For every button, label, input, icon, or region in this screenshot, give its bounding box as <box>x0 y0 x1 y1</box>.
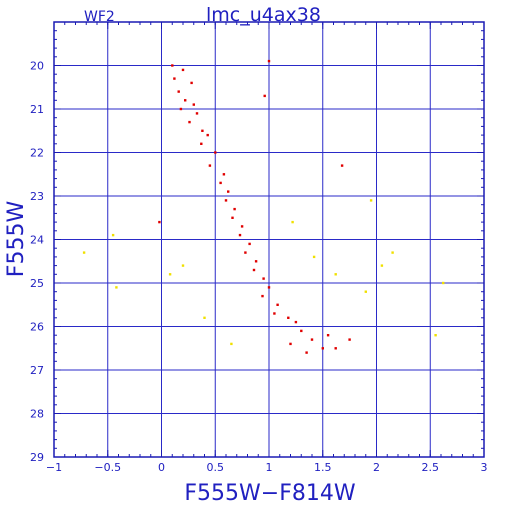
data-point-red <box>244 251 247 254</box>
data-point-yellow <box>391 251 394 254</box>
data-point-yellow <box>168 273 172 276</box>
y-tick-label: 21 <box>30 103 44 116</box>
data-point-red <box>305 351 308 354</box>
x-tick-label: −1 <box>46 461 62 474</box>
data-point-red <box>192 103 195 106</box>
data-point-red <box>158 220 161 224</box>
data-point-yellow <box>111 233 115 237</box>
data-point-yellow <box>203 316 206 319</box>
data-point-red <box>310 338 314 341</box>
y-tick-label: 22 <box>30 147 44 160</box>
y-tick-label: 25 <box>30 277 44 290</box>
x-tick-label: 3 <box>481 461 488 474</box>
x-tick-label: 2.5 <box>422 461 440 474</box>
data-point-red <box>340 164 344 167</box>
data-point-red <box>289 342 292 346</box>
data-point-red <box>248 242 251 246</box>
data-point-red <box>262 277 265 280</box>
data-point-red <box>252 268 256 272</box>
data-point-red <box>177 90 180 93</box>
data-point-red <box>231 216 234 219</box>
data-point-red <box>219 181 222 185</box>
y-tick-label: 24 <box>30 234 44 247</box>
y-tick-label: 26 <box>30 321 44 334</box>
data-point-red <box>263 94 266 98</box>
data-point-red <box>348 338 351 341</box>
data-point-red <box>171 64 174 67</box>
data-point-red <box>188 120 191 124</box>
x-tick-label: 0 <box>158 461 165 474</box>
data-point-yellow <box>230 342 233 346</box>
y-axis-title: F555W <box>4 201 29 278</box>
data-point-yellow <box>364 290 367 293</box>
data-point-red <box>173 77 176 80</box>
grid-lines <box>54 22 484 457</box>
x-axis-title: F555W−F814W <box>184 481 355 506</box>
data-point-red <box>206 133 209 137</box>
data-point-red <box>261 294 264 298</box>
data-point-yellow <box>334 273 337 276</box>
x-tick-label: 0.5 <box>207 461 225 474</box>
data-point-red <box>326 334 330 337</box>
data-point-yellow <box>181 264 185 267</box>
y-tick-label: 20 <box>30 60 44 73</box>
data-point-yellow <box>115 286 118 289</box>
data-point-red <box>267 286 271 289</box>
data-point-red <box>334 347 337 350</box>
x-tick-labels: −1 −0.5 0 0.5 1 1.5 2 2.5 3 <box>46 461 488 474</box>
data-point-red <box>238 233 242 237</box>
data-point-red <box>208 164 212 167</box>
data-point-red <box>227 190 230 193</box>
data-point-red <box>276 303 279 306</box>
y-tick-label: 28 <box>30 408 44 421</box>
data-point-red <box>240 225 244 228</box>
x-tick-label: −0.5 <box>94 461 121 474</box>
data-point-red <box>287 316 290 319</box>
data-point-red <box>195 112 199 115</box>
data-point-red <box>179 107 183 111</box>
data-point-yellow <box>291 220 294 224</box>
data-points <box>82 59 445 354</box>
data-point-yellow <box>82 251 86 254</box>
data-point-red <box>184 99 187 102</box>
data-point-red <box>294 320 298 324</box>
data-point-red <box>267 59 271 63</box>
data-point-red <box>181 68 185 72</box>
chip-label: WF2 <box>84 9 115 25</box>
data-point-yellow <box>442 281 445 285</box>
data-point-yellow <box>434 334 437 337</box>
chart-title: lmc_u4ax38 <box>206 4 321 26</box>
data-point-yellow <box>380 264 384 267</box>
data-point-red <box>190 81 193 85</box>
data-point-red <box>224 199 228 202</box>
tick-marks <box>53 22 485 458</box>
data-point-red <box>273 312 276 315</box>
x-tick-label: 2 <box>373 461 380 474</box>
data-point-red <box>321 347 324 350</box>
data-point-red <box>200 142 203 145</box>
data-point-red <box>222 173 226 176</box>
y-tick-label: 23 <box>30 190 44 203</box>
y-tick-label: 27 <box>30 364 44 377</box>
data-point-yellow <box>312 255 316 259</box>
data-point-red <box>254 260 258 263</box>
data-point-red <box>300 329 303 333</box>
x-tick-label: 1.5 <box>314 461 332 474</box>
y-tick-labels: 20 21 22 23 24 25 26 27 28 29 <box>30 60 44 465</box>
data-point-red <box>214 151 217 154</box>
y-tick-label: 29 <box>30 451 44 464</box>
x-tick-label: 1 <box>266 461 273 474</box>
data-point-red <box>201 129 204 132</box>
data-point-yellow <box>369 199 373 202</box>
data-point-red <box>233 207 236 211</box>
